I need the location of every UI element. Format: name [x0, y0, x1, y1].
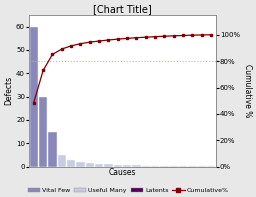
- Bar: [123, 165, 131, 167]
- Y-axis label: Defects: Defects: [4, 76, 13, 105]
- X-axis label: Causes: Causes: [109, 168, 136, 177]
- Bar: [30, 27, 38, 167]
- Bar: [151, 165, 159, 167]
- Bar: [76, 162, 85, 167]
- Legend: Vital Few, Useful Many, Latents, Cumulative%: Vital Few, Useful Many, Latents, Cumulat…: [25, 185, 231, 196]
- Bar: [179, 166, 187, 167]
- Bar: [142, 165, 150, 167]
- Bar: [86, 163, 94, 167]
- Y-axis label: Cumulative %: Cumulative %: [243, 64, 252, 117]
- Bar: [48, 132, 57, 167]
- Bar: [198, 166, 206, 167]
- Bar: [104, 164, 113, 167]
- Bar: [58, 155, 66, 167]
- Title: [Chart Title]: [Chart Title]: [93, 4, 152, 14]
- Bar: [67, 160, 75, 167]
- Bar: [207, 166, 215, 167]
- Bar: [132, 165, 141, 167]
- Bar: [39, 97, 47, 167]
- Bar: [95, 164, 103, 167]
- Bar: [188, 166, 197, 167]
- Bar: [160, 166, 169, 167]
- Bar: [114, 165, 122, 167]
- Bar: [169, 166, 178, 167]
